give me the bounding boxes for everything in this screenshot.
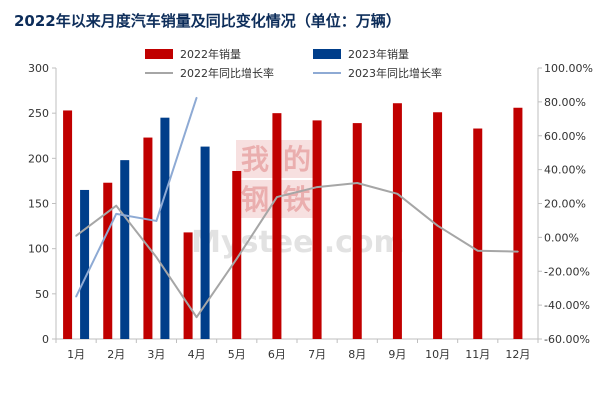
x-tick-label: 8月 xyxy=(348,348,366,361)
legend-item-2023-sales: 2023年销量 xyxy=(313,47,409,61)
line-2022-yoy-point xyxy=(235,257,238,260)
line-2022-yoy-point xyxy=(356,182,359,184)
x-tick-label: 9月 xyxy=(388,348,406,361)
watermark: 我的钢 铁 Mysteel.com xyxy=(191,140,405,260)
line-2022-yoy-point xyxy=(155,256,158,258)
bar-2023-sales xyxy=(200,146,210,339)
x-tick-label: 7月 xyxy=(308,348,326,361)
x-tick-label: 6月 xyxy=(268,348,286,361)
bar-2023-sales xyxy=(80,189,90,339)
x-tick-label: 3月 xyxy=(147,348,165,361)
line-2022-yoy-point xyxy=(436,224,439,227)
watermark-logo-box xyxy=(278,180,316,218)
watermark-brand-text: Mysteel.com xyxy=(191,225,405,260)
right-tick-label: 40.00% xyxy=(544,164,586,177)
watermark-logo-char: 铁 xyxy=(283,183,311,216)
bar-2022-sales xyxy=(272,113,282,340)
left-tick-label: 50 xyxy=(35,288,49,301)
x-tick-label: 1月 xyxy=(67,348,85,361)
line-2022-yoy-point xyxy=(476,249,479,252)
left-tick-label: 250 xyxy=(28,107,49,120)
left-tick-label: 300 xyxy=(28,62,49,75)
bar-2022-sales xyxy=(183,232,193,339)
line-2022-yoy-point xyxy=(276,196,278,198)
right-tick-label: -40.00% xyxy=(544,299,590,312)
watermark-logo-char: 钢 xyxy=(241,183,269,216)
bar-series xyxy=(63,103,523,340)
line-2023-yoy-point xyxy=(75,295,77,298)
legend-label: 2023年销量 xyxy=(348,47,409,61)
line-series xyxy=(75,96,519,319)
legend-item-2022-yoy: 2022年同比增长率 xyxy=(145,66,274,80)
line-2022-yoy-point xyxy=(316,186,318,188)
left-tick-label: 150 xyxy=(28,198,49,211)
bar-2022-sales xyxy=(312,120,322,339)
bar-2022-sales xyxy=(352,123,362,339)
line-2022-yoy-point xyxy=(517,250,519,253)
line-2023-yoy-point xyxy=(195,96,198,99)
bar-2022-sales xyxy=(103,182,113,339)
x-tick-label: 4月 xyxy=(188,348,206,361)
left-tick-label: 0 xyxy=(42,333,49,346)
right-tick-label: 20.00% xyxy=(544,198,586,211)
left-tick-label: 100 xyxy=(28,243,49,256)
legend-item-2022-sales: 2022年销量 xyxy=(145,47,241,61)
right-tick-label: 100.00% xyxy=(544,62,593,75)
line-2022-yoy xyxy=(75,182,518,319)
line-2023-yoy-point xyxy=(155,220,158,222)
legend-swatch xyxy=(313,49,341,59)
bar-2023-sales xyxy=(120,160,130,339)
watermark-logo-box xyxy=(236,140,274,178)
line-2022-yoy-point xyxy=(75,235,77,237)
right-tick-label: 80.00% xyxy=(544,96,586,109)
left-tick-label: 200 xyxy=(28,152,49,165)
right-tick-label: -60.00% xyxy=(544,333,590,346)
x-tick-label: 10月 xyxy=(425,348,450,361)
line-2022-yoy-point xyxy=(115,204,118,207)
x-tick-label: 5月 xyxy=(228,348,246,361)
legend-item-2023-yoy: 2023年同比增长率 xyxy=(313,66,442,80)
line-2022-yoy-point xyxy=(195,316,198,318)
legend-label: 2022年同比增长率 xyxy=(180,66,274,80)
bar-2022-sales xyxy=(473,128,483,339)
x-tick-label: 2月 xyxy=(107,348,125,361)
line-2022-yoy-point xyxy=(396,193,399,195)
bar-2022-sales xyxy=(232,170,242,339)
watermark-logo-char: 的 xyxy=(283,143,311,176)
bar-2022-sales xyxy=(63,110,73,339)
right-tick-label: 0.00% xyxy=(544,231,579,244)
x-tick-label: 12月 xyxy=(505,348,530,361)
bar-2022-sales xyxy=(143,137,153,339)
chart-axes: 0 50 100 150 200 250 300 -60.00% -40.00% -20.00% 0… xyxy=(28,62,593,361)
right-tick-label: 60.00% xyxy=(544,130,586,143)
watermark-logo-box xyxy=(278,140,316,178)
right-tick-label: -20.00% xyxy=(544,265,590,278)
bar-2023-sales xyxy=(160,117,170,339)
watermark-logo-char: 我 xyxy=(241,143,269,176)
line-2023-yoy xyxy=(75,97,198,298)
legend-swatch xyxy=(145,49,173,59)
legend-label: 2022年销量 xyxy=(180,47,241,61)
chart-title: 2022年以来月度汽车销量及同比变化情况（单位：万辆） xyxy=(14,12,401,30)
bar-2022-sales xyxy=(392,103,402,339)
bar-2022-sales xyxy=(513,107,523,339)
line-2023-yoy-point xyxy=(115,213,118,215)
x-tick-label: 11月 xyxy=(465,348,490,361)
legend-label: 2023年同比增长率 xyxy=(348,66,442,80)
legend: 2022年销量 2023年销量 2022年同比增长率 2023年同比增长率 xyxy=(145,47,442,80)
